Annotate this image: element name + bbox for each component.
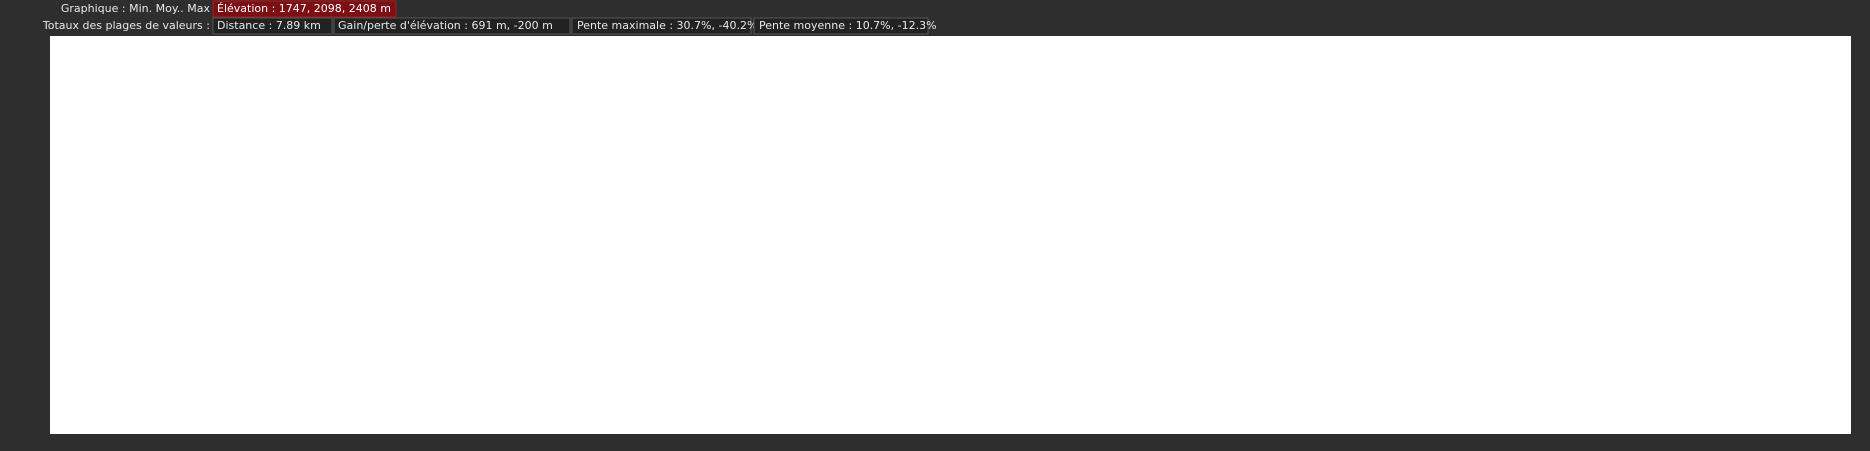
elevation-box — [212, 0, 397, 18]
max-slope-stat: Pente maximale : 30.7%, -40.2% — [577, 19, 757, 32]
stat-box — [753, 17, 929, 35]
stat-box — [212, 17, 333, 35]
stat-box — [571, 17, 752, 35]
plot-area — [50, 36, 1851, 434]
stat-box — [333, 17, 571, 35]
distance-stat: Distance : 7.89 km — [217, 19, 321, 32]
totals-label: Totaux des plages de valeurs : — [42, 19, 210, 32]
gain-loss-stat: Gain/perte d'élévation : 691 m, -200 m — [338, 19, 553, 32]
elevation-stats: Élévation : 1747, 2098, 2408 m — [217, 2, 391, 15]
chart-label: Graphique : Min. Moy.. Max — [61, 2, 211, 15]
avg-slope-stat: Pente moyenne : 10.7%, -12.3% — [759, 19, 937, 32]
